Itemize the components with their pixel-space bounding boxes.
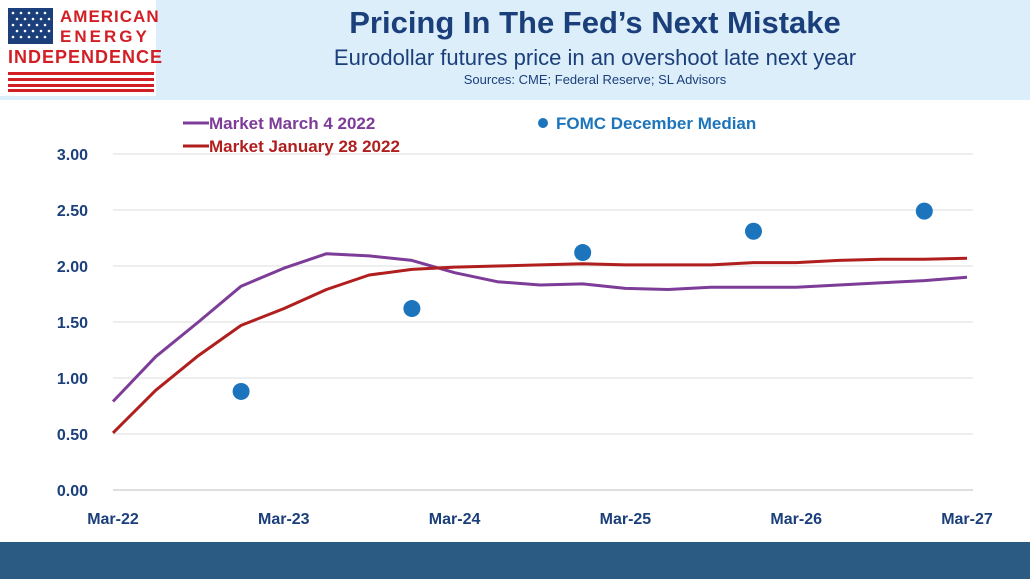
x-tick-label: Mar-27 — [941, 511, 993, 528]
series-line-2 — [111, 256, 968, 434]
header-banner: AMERICAN ENERGY INDEPENDENCE Pricing In … — [0, 0, 1030, 100]
y-axis-ticks: 0.00 0.50 1.00 1.50 2.00 2.50 3.00 — [57, 147, 88, 500]
legend-swatch — [538, 118, 548, 128]
y-tick-label: 1.50 — [57, 315, 88, 332]
x-tick-label: Mar-23 — [258, 511, 310, 528]
series-line-1 — [111, 252, 968, 403]
chart-gridlines — [113, 153, 973, 491]
fomc-point — [915, 202, 933, 220]
fomc-point — [574, 244, 592, 262]
chart-legend: Market March 4 2022 Market January 28 202… — [183, 114, 756, 156]
chart-series — [111, 202, 968, 434]
aei-logo: AMERICAN ENERGY INDEPENDENCE — [0, 0, 162, 96]
logo-line-2: ENERGY — [60, 27, 150, 46]
y-tick-label: 2.00 — [57, 259, 88, 276]
y-tick-label: 3.00 — [57, 147, 88, 164]
logo-stripes-icon — [8, 72, 154, 92]
eurodollar-chart: 0.000.501.001.502.002.503.00 Mar-22 Mar-2… — [57, 114, 993, 528]
x-tick-label: Mar-26 — [770, 511, 822, 528]
logo-line-1: AMERICAN — [60, 7, 160, 26]
footer-bar — [0, 542, 1030, 579]
logo-line-3: INDEPENDENCE — [8, 47, 164, 67]
x-axis-ticks: Mar-22 Mar-23 Mar-24 Mar-25 Mar-26 Mar-27 — [87, 511, 993, 528]
legend-label: Market March 4 2022 — [209, 114, 375, 133]
legend-label: Market January 28 2022 — [209, 137, 400, 156]
x-tick-label: Mar-24 — [429, 511, 481, 528]
y-tick-label: 0.00 — [57, 483, 88, 500]
fomc-point — [232, 382, 250, 400]
sources-note: Sources: CME; Federal Reserve; SL Adviso… — [463, 72, 727, 87]
x-tick-label: Mar-25 — [600, 511, 652, 528]
us-flag-icon — [8, 8, 53, 44]
x-tick-label: Mar-22 — [87, 511, 139, 528]
y-tick-label: 0.50 — [57, 427, 88, 444]
y-tick-label: 1.00 — [57, 371, 88, 388]
legend-label: FOMC December Median — [556, 114, 756, 133]
page-title: Pricing In The Fed’s Next Mistake — [349, 5, 841, 40]
page-subtitle: Eurodollar futures price in an overshoot… — [333, 45, 857, 70]
fomc-point — [745, 222, 762, 240]
fomc-point — [403, 300, 421, 318]
y-tick-label: 2.50 — [57, 203, 88, 220]
